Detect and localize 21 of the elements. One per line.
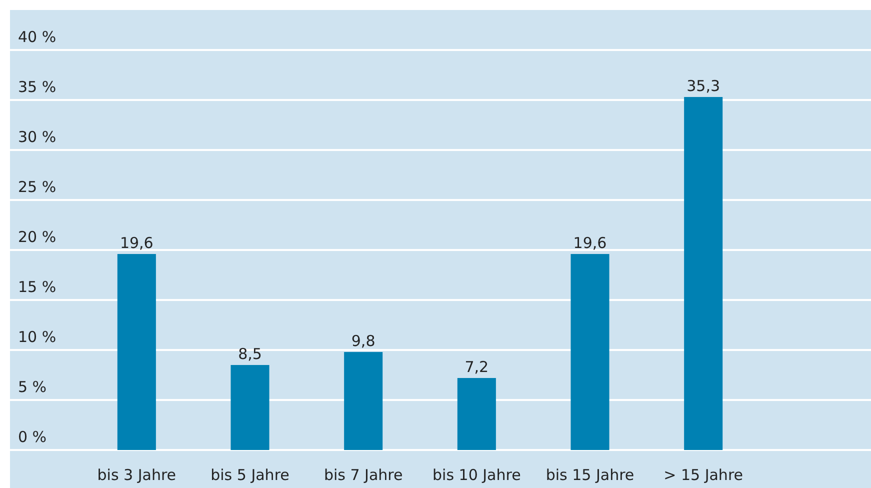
data-label: 19,6 [120,234,154,252]
y-tick-label: 40 % [18,28,56,46]
data-label: 7,2 [464,358,489,376]
data-label: 8,5 [238,345,262,363]
x-tick-label: bis 15 Jahre [546,466,634,484]
y-tick-label: 5 % [18,378,47,396]
y-tick-label: 10 % [18,328,56,346]
y-tick-label: 15 % [18,278,56,296]
x-tick-label: bis 5 Jahre [210,466,290,484]
x-tick-label: bis 7 Jahre [324,466,403,484]
y-tick-label: 20 % [18,228,56,246]
data-label: 35,3 [686,77,720,95]
y-tick-label: 0 % [18,428,47,446]
x-tick-label: bis 3 Jahre [97,466,176,484]
x-tick-label: bis 10 Jahre [432,466,521,484]
data-label: 9,8 [351,332,376,350]
x-tick-label: > 15 Jahre [664,466,744,484]
y-tick-label: 35 % [18,78,56,96]
y-tick-label: 30 % [18,128,56,146]
data-label: 19,6 [573,234,607,252]
y-tick-label: 25 % [18,178,56,196]
